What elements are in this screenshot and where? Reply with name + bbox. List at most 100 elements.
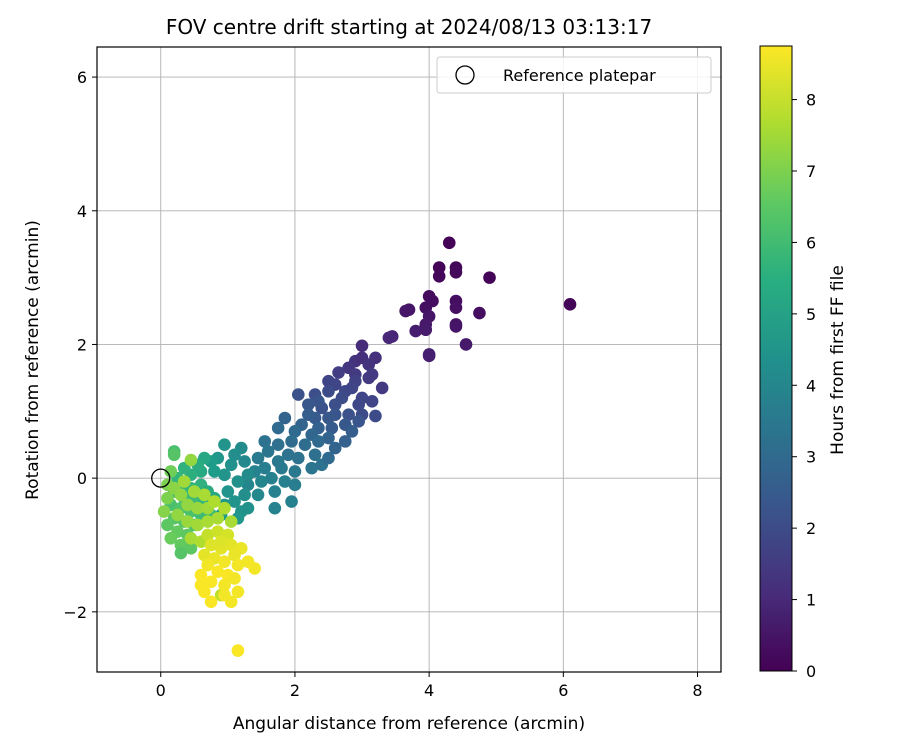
data-point (422, 348, 436, 361)
colorbar-tick-label: 2 (806, 519, 816, 538)
data-point (218, 468, 231, 482)
data-point (211, 565, 225, 579)
data-point (198, 548, 211, 562)
data-point (187, 485, 201, 498)
x-tick-label: 8 (692, 681, 702, 700)
data-point (298, 438, 312, 452)
data-point (362, 358, 376, 371)
data-point (161, 518, 174, 532)
data-point (231, 644, 245, 657)
data-point (261, 445, 275, 458)
data-point (375, 381, 389, 395)
data-point (302, 398, 315, 411)
y-tick-label: 4 (77, 202, 87, 221)
data-point (459, 338, 473, 351)
y-axis-ticks: −2 0 2 4 6 (63, 68, 97, 622)
data-point (258, 435, 272, 448)
data-point (328, 398, 342, 411)
y-tick-label: −2 (63, 603, 87, 622)
colorbar-tick-label: 4 (806, 376, 816, 395)
x-tick-label: 2 (290, 681, 300, 700)
data-point (248, 562, 261, 575)
reference-platepar-marker (151, 468, 171, 488)
data-point (322, 451, 335, 465)
x-tick-label: 6 (558, 681, 568, 700)
data-point (322, 384, 335, 398)
data-point (201, 558, 215, 572)
data-point (322, 431, 335, 445)
data-point (208, 465, 221, 478)
data-point (218, 578, 231, 592)
data-points (157, 236, 577, 657)
legend-box (436, 56, 712, 94)
grid-lines (97, 47, 721, 672)
data-point (473, 306, 486, 320)
data-point (231, 475, 245, 488)
colorbar-tick-label: 6 (806, 233, 816, 252)
data-point (563, 298, 577, 311)
data-point (184, 532, 198, 545)
data-point (161, 491, 174, 505)
legend-entry-reference: Reference platepar (503, 66, 656, 85)
data-point (218, 555, 231, 569)
data-point (228, 448, 241, 462)
data-point (251, 488, 265, 502)
data-point (194, 568, 208, 582)
y-tick-label: 0 (77, 469, 87, 488)
data-point (271, 438, 285, 452)
colorbar-tick-label: 1 (806, 591, 816, 610)
data-point (201, 528, 215, 542)
data-point (184, 542, 198, 555)
data-point (352, 398, 365, 411)
data-point (288, 478, 302, 492)
data-point (224, 595, 238, 609)
data-point (291, 451, 305, 465)
data-point (449, 301, 463, 314)
colorbar-tick-label: 5 (806, 305, 816, 324)
data-point (194, 578, 208, 592)
colorbar (759, 45, 793, 672)
y-axis-label: Rotation from reference (arcmin) (23, 220, 43, 500)
data-point (231, 585, 245, 599)
data-point (241, 501, 255, 515)
data-point (399, 304, 412, 318)
data-point (275, 461, 288, 475)
data-point (291, 388, 305, 401)
data-point (218, 438, 231, 452)
data-point (181, 515, 194, 528)
data-point (419, 323, 433, 337)
data-point (181, 498, 194, 512)
data-point (191, 518, 204, 532)
data-point (177, 475, 191, 488)
data-point (221, 485, 235, 498)
data-point (365, 368, 379, 381)
data-point (352, 415, 365, 428)
data-point (191, 501, 204, 515)
data-point (265, 471, 278, 485)
data-point (241, 468, 255, 482)
data-point (204, 575, 218, 589)
data-point (204, 595, 218, 609)
data-point (224, 538, 238, 552)
data-point (238, 488, 251, 502)
data-point (483, 271, 496, 284)
data-point (312, 394, 325, 408)
data-point (281, 448, 295, 462)
data-point (241, 478, 255, 492)
data-point (218, 501, 231, 515)
chart-title: FOV centre drift starting at 2024/08/13 … (166, 15, 652, 39)
data-point (211, 511, 225, 525)
data-point (231, 558, 245, 572)
data-point (409, 324, 423, 338)
data-point (157, 505, 171, 518)
data-point (234, 542, 248, 555)
colorbar-tick-label: 7 (806, 162, 816, 181)
legend-reference-marker (455, 65, 475, 85)
data-point (174, 488, 188, 502)
data-point (278, 475, 292, 488)
x-tick-label: 0 (156, 681, 166, 700)
data-point (268, 501, 282, 515)
y-tick-label: 2 (77, 335, 87, 354)
data-point (198, 488, 211, 502)
